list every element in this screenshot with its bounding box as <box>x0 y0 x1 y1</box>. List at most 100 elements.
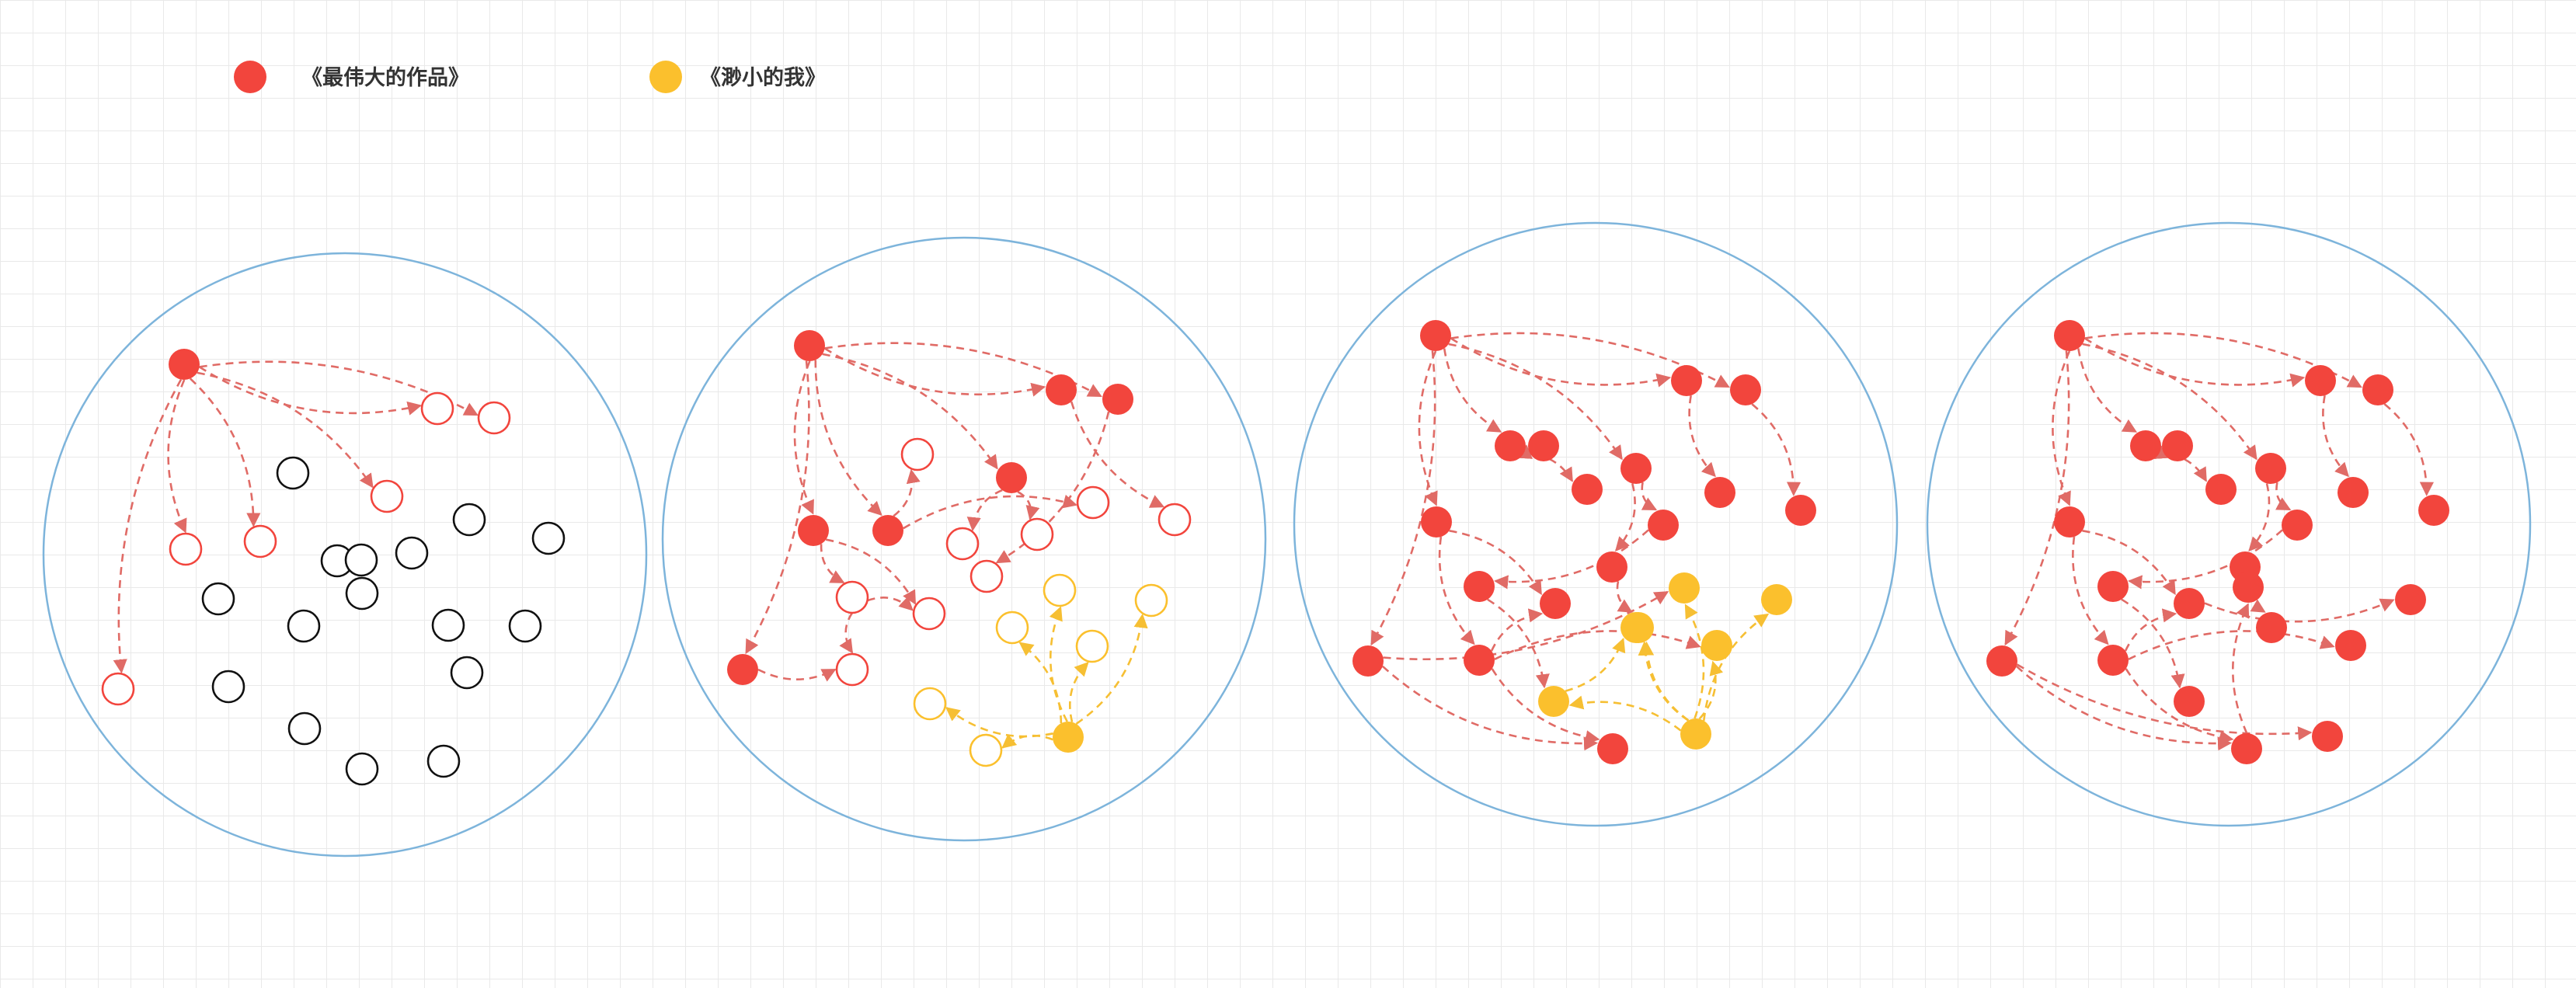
edge-arrow <box>745 360 810 655</box>
edge-arrow <box>2232 603 2250 734</box>
legend-yellow-dot <box>649 61 682 93</box>
edge-arrow <box>1070 401 1165 508</box>
edge-arrow <box>1614 483 1636 551</box>
node-red-filled <box>1420 320 1451 351</box>
node-red-filled <box>1704 477 1735 508</box>
edge-arrow <box>199 366 423 416</box>
node-red-filled <box>1495 430 1526 461</box>
edge-arrow <box>966 489 1003 532</box>
edge-arrow <box>1490 608 1544 652</box>
node-red-hollow <box>969 559 1004 593</box>
node-black-hollow <box>450 656 484 690</box>
node-black-hollow <box>531 521 566 555</box>
node-red-filled <box>798 515 829 546</box>
node-red-filled <box>2174 686 2205 717</box>
edge-arrow <box>1684 604 1705 719</box>
edge-arrow <box>822 353 998 470</box>
node-red-filled <box>2205 474 2237 505</box>
edge-arrow <box>1640 641 1690 722</box>
edge-arrow <box>2128 630 2335 660</box>
node-red-filled <box>2174 588 2205 619</box>
edge-arrow <box>1018 642 1063 724</box>
panel-3-boundary <box>1293 221 1899 827</box>
node-yellow-filled <box>1538 686 1569 717</box>
edge-arrow <box>824 347 1046 397</box>
edge-arrow <box>2204 598 2395 623</box>
node-yellow-hollow <box>1075 629 1109 663</box>
edge-arrow <box>1616 581 1633 613</box>
node-red-filled <box>1528 430 1559 461</box>
node-red-hollow <box>1157 503 1192 537</box>
node-red-filled <box>1421 506 1452 537</box>
panel-2-nodes <box>727 330 1192 767</box>
node-yellow-hollow <box>1043 573 1077 607</box>
edge-arrow <box>1565 638 1626 692</box>
node-black-hollow <box>344 543 378 577</box>
edge-arrow <box>1641 482 1658 511</box>
node-black-hollow <box>287 711 322 746</box>
node-black-hollow <box>426 744 461 778</box>
legend-item-red: 《最伟大的作品》 <box>234 61 469 93</box>
node-red-filled <box>996 462 1027 493</box>
node-black-hollow <box>211 670 245 704</box>
edge-arrow <box>1491 668 1600 745</box>
node-red-filled <box>1046 374 1077 405</box>
node-red-filled <box>1648 510 1679 541</box>
node-red-filled <box>2162 430 2193 461</box>
node-red-filled <box>2130 430 2161 461</box>
edge-arrow <box>2083 337 2306 388</box>
node-red-hollow <box>835 580 869 614</box>
edge-arrow <box>1523 452 1574 482</box>
edge-arrow <box>1370 350 1436 646</box>
node-red-filled <box>2305 365 2336 396</box>
edge-arrow <box>1448 343 1623 461</box>
node-yellow-filled <box>1761 584 1792 615</box>
panel-4-boundary <box>1926 221 2532 827</box>
node-red-filled <box>1464 645 1495 676</box>
node-red-hollow <box>101 672 135 706</box>
edge-arrow <box>1449 530 1543 596</box>
edge-arrow <box>1638 641 1689 722</box>
node-black-hollow <box>276 456 310 490</box>
edge-arrow <box>945 707 1053 738</box>
node-black-hollow <box>345 576 379 611</box>
node-red-filled <box>794 330 825 361</box>
edge-arrow <box>1494 529 1649 590</box>
edge-arrow <box>2322 395 2350 478</box>
edge-arrow <box>1075 613 1148 725</box>
node-red-filled <box>2312 721 2343 752</box>
edge-arrow <box>1049 606 1068 722</box>
panel-2 <box>661 236 1267 842</box>
edge-arrow <box>1383 590 1669 661</box>
panel-3-nodes <box>1352 320 1816 764</box>
edge-arrow <box>2124 608 2177 652</box>
node-red-hollow <box>243 524 277 558</box>
node-red-hollow <box>1020 517 1054 551</box>
node-yellow-hollow <box>913 687 947 721</box>
node-red-filled <box>872 515 903 546</box>
node-red-filled <box>1785 495 1816 526</box>
edge-arrow <box>1069 661 1089 723</box>
node-red-filled <box>1540 588 1571 619</box>
node-red-filled <box>2097 571 2129 602</box>
legend: 《最伟大的作品》 《渺小的我》 <box>234 61 826 93</box>
edge-arrow <box>167 379 187 534</box>
node-red-hollow <box>370 479 404 513</box>
edge-arrow <box>903 494 1077 530</box>
edge-arrow <box>839 612 854 654</box>
node-black-hollow <box>431 608 465 642</box>
edge-arrow <box>2052 350 2071 506</box>
panel-1-boundary <box>42 252 648 858</box>
edge-arrow <box>2072 536 2109 645</box>
node-red-hollow <box>169 532 203 566</box>
node-red-filled <box>1352 645 1384 677</box>
node-red-hollow <box>477 401 511 435</box>
edge-arrow <box>1568 695 1682 732</box>
legend-red-label: 《最伟大的作品》 <box>301 65 469 90</box>
node-red-filled <box>1102 384 1133 415</box>
edge-arrow <box>1438 536 1475 645</box>
edge-arrow <box>2125 668 2234 745</box>
node-red-hollow <box>1076 485 1110 520</box>
edge-arrow <box>2121 598 2185 689</box>
node-red-filled <box>2256 612 2287 643</box>
